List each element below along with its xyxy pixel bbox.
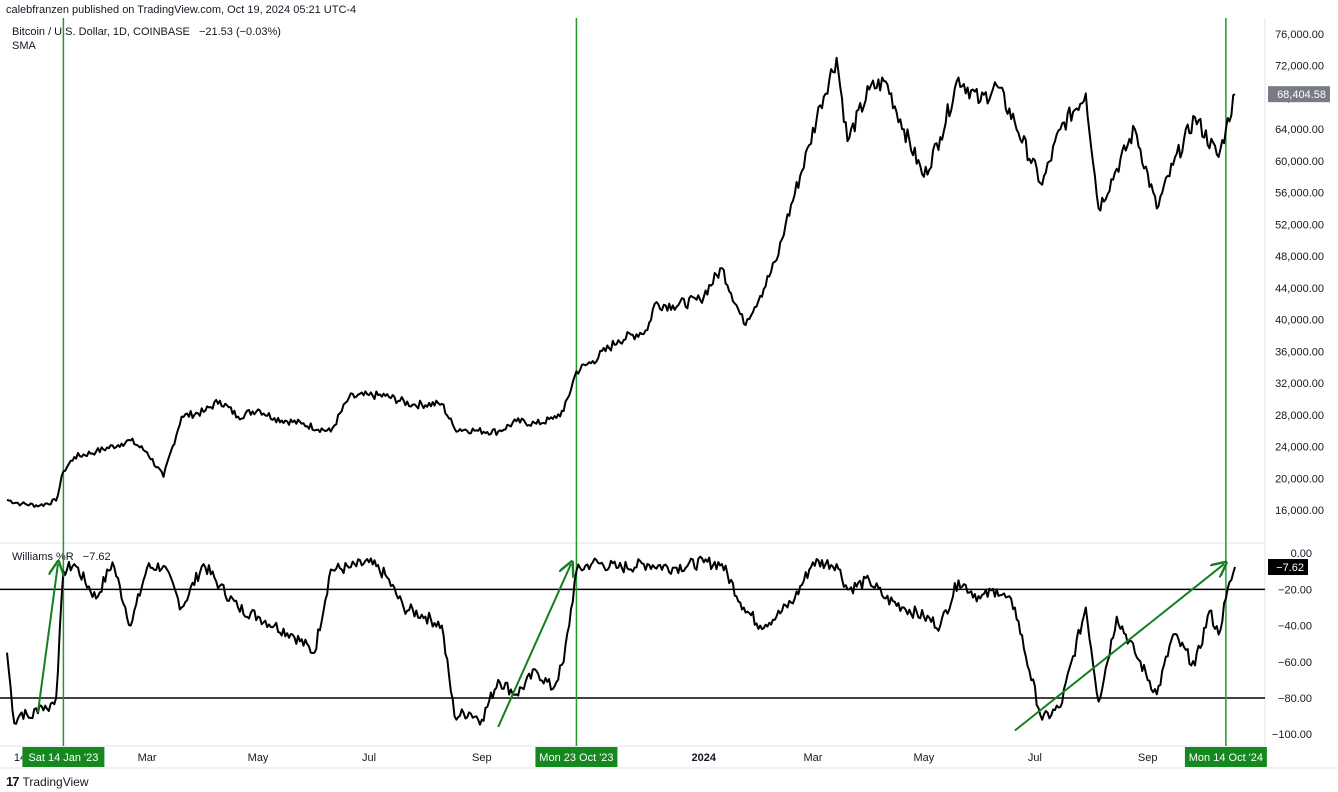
price-y-tick: 72,000.00 — [1275, 61, 1324, 73]
price-series — [6, 56, 1236, 508]
price-last-value-bg — [1268, 86, 1330, 103]
williams-y-tick: −40.00 — [1278, 621, 1312, 633]
williams-last-value-bg — [1268, 559, 1308, 576]
trend-arrow — [36, 564, 58, 713]
williams-reference-lines — [0, 588, 1265, 699]
sma-legend: SMA — [12, 40, 37, 52]
date-marker-label-bg — [535, 747, 618, 767]
price-y-tick: 64,000.00 — [1275, 124, 1324, 136]
price-last-value: 68,404.58 — [1277, 89, 1326, 101]
williams-y-tick: −100.00 — [1272, 729, 1312, 741]
date-marker-label-bg — [1184, 747, 1267, 767]
date-marker-lines — [62, 18, 1227, 746]
price-change: −21.53 (−0.03%) — [199, 26, 281, 38]
price-y-tick: 44,000.00 — [1275, 283, 1324, 295]
trend-arrow — [1014, 564, 1224, 732]
last-value-labels: 68,404.58 −7.62 — [1268, 86, 1330, 576]
date-marker-label: Mon 14 Oct '24 — [1189, 752, 1263, 764]
tradingview-brand: TradingView — [22, 774, 89, 789]
price-y-tick: 48,000.00 — [1275, 251, 1324, 263]
time-axis-tick: Sep — [472, 752, 492, 764]
time-axis-tick: Jul — [1028, 752, 1042, 764]
price-y-tick: 16,000.00 — [1275, 505, 1324, 517]
williams-y-axis: 0.00 −20.00 −40.00 −60.00 −80.00 −100.00 — [1272, 548, 1312, 741]
price-y-tick: 20,000.00 — [1275, 473, 1324, 485]
williams-y-tick: 0.00 — [1291, 548, 1312, 560]
williams-y-tick: −60.00 — [1278, 657, 1312, 669]
price-legend: Bitcoin / U.S. Dollar, 1D, COINBASE −21.… — [12, 26, 281, 38]
price-y-tick: 24,000.00 — [1275, 442, 1324, 454]
tradingview-footer[interactable]: 17 TradingView — [6, 774, 89, 789]
time-axis-tick: May — [914, 752, 935, 764]
price-y-tick: 60,000.00 — [1275, 156, 1324, 168]
date-marker-label: Mon 23 Oct '23 — [539, 752, 613, 764]
time-axis-tick: May — [248, 752, 269, 764]
time-axis-tick: Jul — [362, 752, 376, 764]
time-axis-tick: Sep — [1138, 752, 1158, 764]
price-y-tick: 76,000.00 — [1275, 29, 1324, 41]
time-axis-tick: Mar — [803, 752, 822, 764]
williams-y-tick: −80.00 — [1278, 693, 1312, 705]
tradingview-logo-icon: 17 — [6, 774, 20, 789]
trend-arrow — [497, 564, 571, 728]
williams-legend: Williams %R −7.62 — [12, 551, 111, 563]
price-y-tick: 52,000.00 — [1275, 219, 1324, 231]
williams-line — [6, 555, 1236, 726]
williams-value: −7.62 — [83, 551, 111, 563]
date-marker-label: Sat 14 Jan '23 — [28, 752, 98, 764]
williams-series — [6, 555, 1236, 726]
price-title: Bitcoin / U.S. Dollar, 1D, COINBASE — [12, 26, 190, 38]
price-y-tick: 40,000.00 — [1275, 315, 1324, 327]
trend-arrows — [36, 564, 1224, 732]
time-axis-tick: Mar — [138, 752, 157, 764]
williams-last-value: −7.62 — [1276, 562, 1304, 574]
price-y-tick: 28,000.00 — [1275, 410, 1324, 422]
price-line — [6, 56, 1236, 508]
price-y-tick: 32,000.00 — [1275, 378, 1324, 390]
price-y-tick: 56,000.00 — [1275, 188, 1324, 200]
time-axis-tick: 2024 — [692, 752, 717, 764]
williams-title: Williams %R — [12, 551, 74, 563]
publisher-caption: calebfranzen published on TradingView.co… — [6, 4, 356, 16]
williams-y-tick: −20.00 — [1278, 584, 1312, 596]
date-marker-label-bg — [22, 747, 105, 767]
price-y-tick: 36,000.00 — [1275, 346, 1324, 358]
